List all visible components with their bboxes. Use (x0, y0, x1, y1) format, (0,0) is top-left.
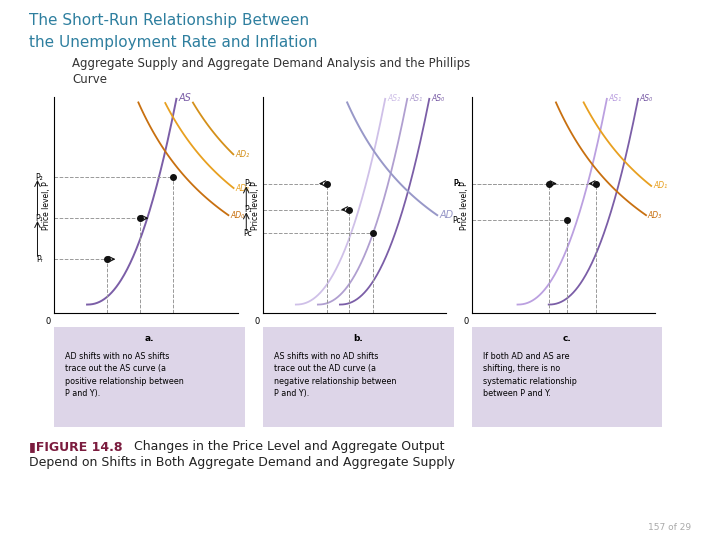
Text: AS₁: AS₁ (608, 94, 622, 103)
Text: AD₃: AD₃ (648, 211, 662, 220)
Text: b.: b. (354, 334, 363, 343)
Text: AD: AD (439, 210, 453, 220)
Text: a.: a. (145, 334, 154, 343)
Text: c.: c. (562, 334, 572, 343)
Text: AS₀: AS₀ (431, 94, 444, 103)
Text: AS: AS (179, 93, 191, 103)
Text: Yc: Yc (563, 328, 572, 338)
Text: Yc: Yc (103, 328, 112, 338)
Text: AS₁: AS₁ (409, 94, 422, 103)
Text: Y₂: Y₂ (593, 328, 600, 338)
Text: Y₁: Y₁ (346, 328, 353, 338)
Text: AD₂: AD₂ (235, 150, 249, 159)
Text: Y₀: Y₀ (369, 328, 377, 338)
Text: AD₀: AD₀ (230, 211, 244, 220)
Text: ▮FIGURE 14.8: ▮FIGURE 14.8 (29, 440, 122, 453)
Text: Y₂: Y₂ (323, 328, 331, 338)
X-axis label: Aggregate output (income), Y: Aggregate output (income), Y (298, 335, 411, 345)
X-axis label: Aggregate output (income), Y: Aggregate output (income), Y (89, 335, 202, 345)
Text: AD₁: AD₁ (235, 184, 250, 193)
Text: Pᵣ: Pᵣ (37, 255, 43, 264)
Text: Aggregate Supply and Aggregate Demand Analysis and the Phillips: Aggregate Supply and Aggregate Demand An… (72, 57, 470, 70)
Y-axis label: Price level, P: Price level, P (251, 181, 260, 230)
Text: 0: 0 (46, 317, 51, 326)
Y-axis label: Price level, P: Price level, P (460, 181, 469, 230)
Text: The Short-Run Relationship Between: The Short-Run Relationship Between (29, 14, 309, 29)
Text: Y₁: Y₁ (137, 328, 144, 338)
Text: P₂: P₂ (244, 179, 252, 188)
Text: AS shifts with no AD shifts
trace out the AD curve (a
negative relationship betw: AS shifts with no AD shifts trace out th… (274, 352, 397, 398)
Text: P₁: P₁ (244, 205, 252, 214)
Text: P₁: P₁ (35, 214, 43, 222)
Text: P₂: P₂ (35, 173, 43, 181)
Text: If both AD and AS are
shifting, there is no
systematic relationship
between P an: If both AD and AS are shifting, there is… (483, 352, 577, 398)
Text: Y₂: Y₂ (169, 328, 177, 338)
Text: 0: 0 (464, 317, 469, 326)
Y-axis label: Price level, P: Price level, P (42, 181, 51, 230)
Text: Y₀: Y₀ (545, 328, 552, 338)
Text: Curve: Curve (72, 73, 107, 86)
X-axis label: Aggregate output (income), Y: Aggregate output (income), Y (507, 335, 620, 345)
Text: 0: 0 (255, 317, 260, 326)
Text: Depend on Shifts in Both Aggregate Demand and Aggregate Supply: Depend on Shifts in Both Aggregate Deman… (29, 456, 455, 469)
Text: AD shifts with no AS shifts
trace out the AS curve (a
positive relationship betw: AD shifts with no AS shifts trace out th… (66, 352, 184, 398)
Text: Pc: Pc (452, 216, 461, 225)
Text: P₁: P₁ (453, 179, 461, 188)
Text: Changes in the Price Level and Aggregate Output: Changes in the Price Level and Aggregate… (126, 440, 444, 453)
Text: P₂: P₂ (453, 179, 461, 188)
Text: 157 of 29: 157 of 29 (648, 523, 691, 532)
Text: the Unemployment Rate and Inflation: the Unemployment Rate and Inflation (29, 35, 318, 50)
Text: AD₁: AD₁ (653, 181, 667, 191)
Text: AS₂: AS₂ (387, 94, 400, 103)
Text: Pc: Pc (243, 229, 252, 238)
Text: AS₀: AS₀ (640, 94, 653, 103)
